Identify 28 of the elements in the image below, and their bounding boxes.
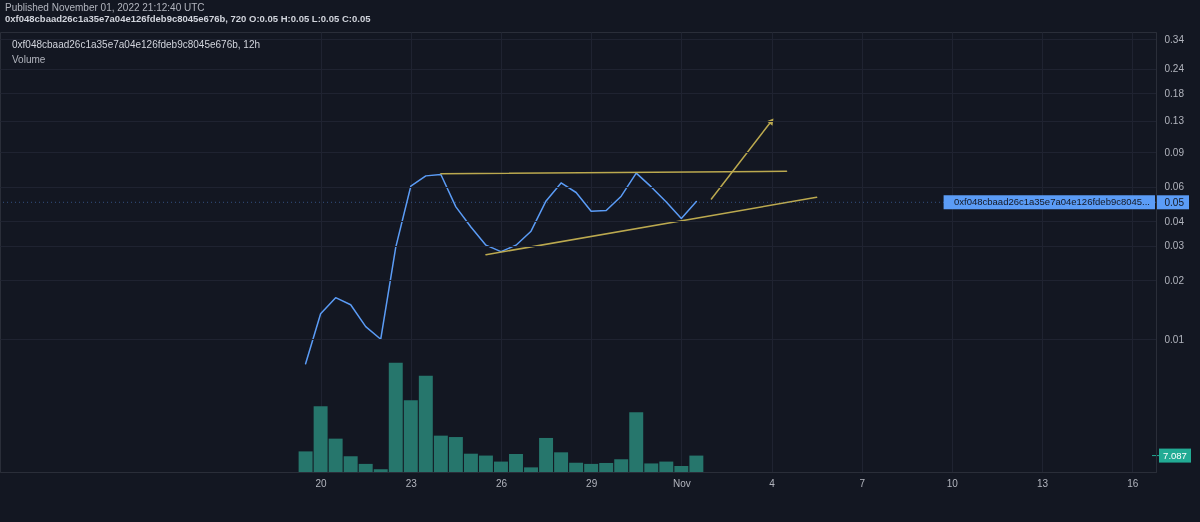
x-tick-label: 26 <box>495 477 508 489</box>
text: Published November 01, 2022 21:12:40 UTC <box>5 2 205 13</box>
y-tick-label: 0.13 <box>1164 115 1185 127</box>
ref-line-label: 0xf048cbaad26c1a35e7a04e126fdeb9c8045... <box>954 196 1150 208</box>
x-tick-label: 13 <box>1036 477 1049 489</box>
y-tick-label: 0.18 <box>1164 87 1185 99</box>
y-tick-label: 0.01 <box>1164 333 1185 345</box>
x-tick-label: 4 <box>769 477 776 489</box>
y2-tick-label: 7.087 <box>1163 449 1187 461</box>
x-tick-label: 16 <box>1127 477 1139 489</box>
x-tick-label: 23 <box>405 477 418 489</box>
y-tick-label: 0.05 <box>1164 196 1185 208</box>
x-tick-label: Nov <box>672 477 691 489</box>
x-tick-label: 29 <box>586 477 598 489</box>
y-tick-label: 0.02 <box>1164 274 1185 286</box>
line-series <box>304 172 698 365</box>
x-tick-label: 7 <box>859 477 866 489</box>
y-tick-label: 0.06 <box>1164 181 1185 193</box>
y-tick-label: 0.24 <box>1164 63 1185 75</box>
text: 0xf048cbaad26c1a35e7a04e126fdeb9c8045e676b, 12h <box>12 39 261 50</box>
x-tick-label: 20 <box>315 477 328 489</box>
y-tick-label: 0.04 <box>1164 215 1185 227</box>
y-tick-label: 0.03 <box>1164 240 1185 252</box>
x-tick-label: 10 <box>946 477 959 489</box>
y-tick-label: 0.34 <box>1164 33 1185 45</box>
text: Volume <box>12 54 46 65</box>
text: 0xf048cbaad26c1a35e7a04e126fdeb9c8045e676b, 720 O:0.05 H:0.05 L:0.05 C:0.05 <box>5 13 372 24</box>
y-tick-label: 0.09 <box>1164 146 1185 158</box>
